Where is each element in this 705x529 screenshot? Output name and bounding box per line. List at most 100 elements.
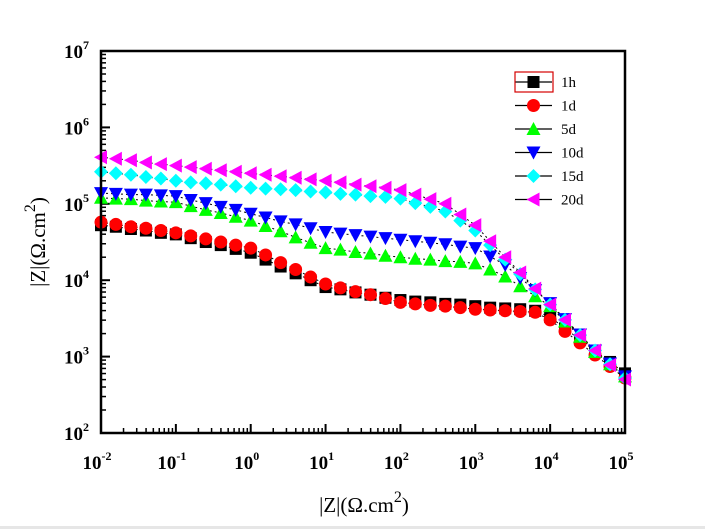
legend-marker-15d bbox=[526, 169, 541, 183]
data-point-10d bbox=[423, 236, 438, 250]
data-point-1d bbox=[483, 303, 497, 317]
data-point-10d bbox=[483, 250, 498, 264]
tick-exponent: 1 bbox=[328, 449, 334, 463]
series-markers bbox=[94, 150, 632, 387]
data-point-10d bbox=[168, 190, 183, 204]
data-point-10d bbox=[438, 238, 453, 252]
data-point-20d bbox=[273, 169, 287, 184]
data-point-10d bbox=[468, 242, 483, 256]
data-point-1d bbox=[274, 256, 288, 270]
tick-exponent: 4 bbox=[83, 267, 89, 281]
data-point-1d bbox=[154, 224, 168, 238]
data-point-5d bbox=[453, 254, 468, 268]
tick-base: 10 bbox=[534, 453, 553, 474]
x-axis-title-sup: 2 bbox=[394, 489, 402, 506]
data-point-5d bbox=[513, 279, 528, 293]
data-point-1d bbox=[109, 217, 123, 231]
x-tick-label: 10-2 bbox=[83, 449, 112, 474]
series-line-10d bbox=[100, 192, 626, 377]
x-tick-label: 105 bbox=[609, 449, 634, 474]
x-tick-label: 101 bbox=[309, 449, 334, 474]
tick-exponent: 5 bbox=[628, 449, 634, 463]
data-point-5d bbox=[333, 242, 348, 256]
data-point-20d bbox=[348, 177, 362, 192]
data-point-10d bbox=[153, 189, 168, 203]
data-point-20d bbox=[363, 179, 377, 194]
legend-label: 5d bbox=[561, 122, 577, 138]
data-point-20d bbox=[168, 158, 182, 173]
x-tick-labels: 10-2 10-1 100 101 102 103 104 105 bbox=[83, 449, 634, 474]
data-point-20d bbox=[468, 218, 482, 233]
data-point-20d bbox=[258, 167, 272, 182]
data-point-10d bbox=[348, 229, 363, 243]
y-tick-label: 104 bbox=[64, 267, 89, 292]
data-point-5d bbox=[378, 248, 393, 262]
tick-base: 10 bbox=[64, 424, 83, 445]
data-point-1d bbox=[498, 304, 512, 318]
legend-marker-5d bbox=[526, 122, 541, 135]
data-point-20d bbox=[108, 151, 122, 166]
data-point-10d bbox=[453, 240, 468, 254]
data-point-15d bbox=[348, 187, 363, 202]
y-tick-label: 107 bbox=[64, 38, 89, 63]
legend-selection-box[interactable] bbox=[514, 71, 554, 93]
tick-base: 10 bbox=[64, 118, 83, 139]
tick-base: 10 bbox=[234, 453, 253, 474]
x-axis-title: |Z|(Ω.cm2) bbox=[319, 489, 409, 517]
data-point-15d bbox=[273, 182, 288, 197]
data-point-20d bbox=[498, 250, 512, 265]
data-point-5d bbox=[318, 241, 333, 255]
tick-base: 10 bbox=[64, 348, 83, 369]
legend-label: 20d bbox=[561, 193, 584, 209]
data-point-10d bbox=[123, 188, 138, 202]
data-point-1d bbox=[393, 295, 407, 309]
tick-exponent: -2 bbox=[102, 449, 112, 463]
data-point-20d bbox=[588, 343, 602, 358]
data-point-5d bbox=[288, 230, 303, 244]
data-point-1d bbox=[348, 285, 362, 299]
data-point-20d bbox=[213, 163, 227, 178]
data-point-20d bbox=[243, 166, 257, 181]
legend-label: 1d bbox=[561, 99, 577, 115]
tick-exponent: 4 bbox=[553, 449, 559, 463]
y-axis-title: |Z|(Ω.cm2) bbox=[22, 197, 50, 287]
data-point-1d bbox=[438, 299, 452, 313]
data-point-10d bbox=[303, 222, 318, 236]
x-tick-label: 10-1 bbox=[157, 449, 186, 474]
data-point-20d bbox=[408, 187, 422, 202]
tick-base: 10 bbox=[157, 453, 176, 474]
data-point-20d bbox=[228, 164, 242, 179]
legend-label: 15d bbox=[561, 169, 584, 185]
data-point-1d bbox=[184, 229, 198, 243]
data-point-15d bbox=[288, 183, 303, 198]
data-point-10d bbox=[288, 218, 303, 232]
data-point-5d bbox=[258, 218, 273, 232]
data-point-5d bbox=[363, 246, 378, 260]
tick-exponent: 3 bbox=[83, 344, 89, 358]
legend: 1h 1d 5d 10d 15d 20d bbox=[514, 71, 584, 209]
data-point-1d bbox=[214, 235, 228, 249]
data-point-20d bbox=[318, 173, 332, 188]
data-point-10d bbox=[138, 188, 153, 202]
tick-base: 10 bbox=[64, 195, 83, 216]
data-point-10d bbox=[408, 235, 423, 249]
legend-item-5d: 5d bbox=[515, 122, 577, 138]
data-point-20d bbox=[483, 234, 497, 249]
data-point-20d bbox=[543, 297, 557, 312]
data-point-1d bbox=[453, 301, 467, 315]
data-point-5d bbox=[393, 250, 408, 264]
data-point-10d bbox=[213, 200, 228, 214]
data-point-1d bbox=[333, 281, 347, 295]
y-tick-label: 105 bbox=[64, 191, 89, 216]
data-point-1d bbox=[229, 238, 243, 252]
tick-base: 10 bbox=[64, 42, 83, 63]
data-point-15d bbox=[183, 175, 198, 190]
tick-exponent: 7 bbox=[83, 38, 89, 52]
data-point-15d bbox=[153, 171, 168, 186]
tick-base: 10 bbox=[64, 271, 83, 292]
data-point-20d bbox=[558, 312, 572, 327]
data-point-10d bbox=[198, 197, 213, 211]
data-point-1d bbox=[304, 270, 318, 284]
data-point-20d bbox=[573, 328, 587, 343]
legend-marker-1d bbox=[527, 99, 540, 112]
